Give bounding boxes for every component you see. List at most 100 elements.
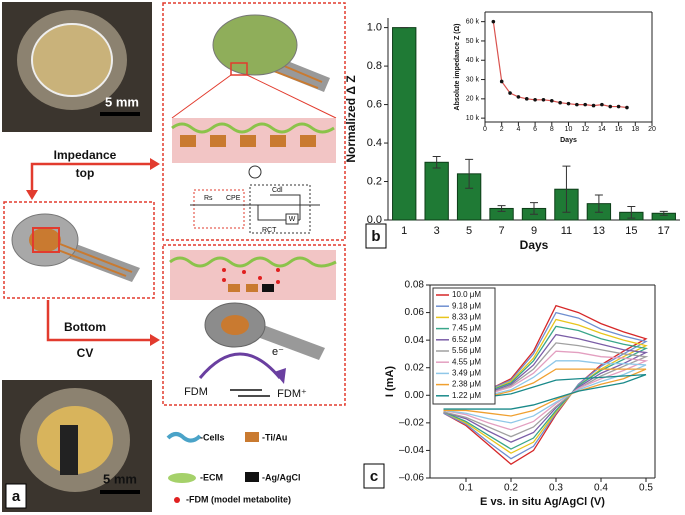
y-tick-label: 0.4 bbox=[367, 137, 382, 149]
x-tick-label: 6 bbox=[533, 126, 537, 133]
data-point bbox=[524, 97, 529, 101]
legend-label: 7.45 μM bbox=[452, 324, 481, 333]
x-tick-label: 1 bbox=[401, 225, 407, 237]
x-tick-label: 9 bbox=[531, 225, 537, 237]
y-tick-label: 30 k bbox=[466, 76, 480, 83]
x-axis-label: E vs. in situ Ag/AgCl (V) bbox=[480, 496, 605, 508]
fdm-label: FDM bbox=[184, 386, 208, 398]
y-tick-label: 40 k bbox=[466, 57, 480, 64]
scale-label: 5 mm bbox=[103, 471, 137, 486]
cv-label: CV bbox=[77, 346, 94, 360]
data-point bbox=[491, 19, 496, 24]
error-bar bbox=[627, 206, 636, 219]
data-line bbox=[443, 318, 648, 454]
legend-label: 1.22 μM bbox=[452, 391, 481, 400]
panel-label-box bbox=[363, 463, 385, 489]
pad bbox=[262, 284, 274, 292]
arrow bbox=[30, 162, 150, 192]
data-line bbox=[443, 342, 649, 438]
panel-label-box bbox=[5, 483, 27, 509]
legend-label: 9.18 μM bbox=[452, 301, 481, 310]
ecm-layer bbox=[171, 122, 335, 134]
x-tick-label: 2 bbox=[500, 126, 504, 133]
legend-text: -Ag/AgCl bbox=[262, 472, 301, 482]
x-tick-label: 20 bbox=[648, 126, 656, 133]
y-tick-label: 60 k bbox=[466, 18, 480, 25]
error-bar bbox=[530, 202, 538, 215]
x-axis-label: Days bbox=[560, 137, 577, 144]
y-tick-label: 10 k bbox=[466, 115, 480, 122]
x-tick-label: 0.4 bbox=[594, 483, 608, 494]
circuit-label: CPE bbox=[226, 195, 241, 202]
error-bar bbox=[432, 156, 441, 169]
photo-electrode bbox=[31, 23, 113, 97]
data-point bbox=[583, 102, 587, 107]
device-electrode bbox=[29, 228, 61, 252]
zoom-box bbox=[230, 62, 248, 76]
x-tick-label: 14 bbox=[598, 126, 606, 133]
zoom-box bbox=[32, 227, 60, 253]
bar bbox=[424, 161, 449, 221]
legend-label: 5.56 μM bbox=[452, 346, 481, 355]
chart: 10 k 20 k 30 k 40 k 50 k 60 k 0 2 4 6 8 10 12 14 16 18 2… bbox=[447, 4, 664, 150]
data-line bbox=[443, 373, 647, 410]
x-tick-label: 13 bbox=[593, 225, 605, 237]
circuit-label: Cdl bbox=[272, 187, 283, 194]
legend-text: -Cells bbox=[200, 432, 225, 442]
schematic-box bbox=[162, 244, 346, 406]
error-bar bbox=[562, 165, 571, 213]
y-tick-label: 1.0 bbox=[367, 22, 382, 34]
data-point bbox=[516, 95, 521, 99]
y-tick-label: 0.02 bbox=[405, 362, 425, 373]
x-tick-label: 4 bbox=[516, 126, 520, 133]
scale-bar bbox=[100, 112, 140, 116]
data-line bbox=[443, 350, 649, 431]
data-point bbox=[625, 105, 629, 110]
fdm-dots bbox=[222, 268, 280, 284]
legend-label: 10.0 μM bbox=[452, 290, 481, 299]
legend-label: 8.33 μM bbox=[452, 313, 481, 322]
legend-text: -FDM (model metabolite) bbox=[186, 494, 291, 504]
y-tick-label: –0.04 bbox=[399, 445, 424, 456]
equilibrium bbox=[230, 389, 270, 397]
fdm-plus-label: FDM⁺ bbox=[277, 388, 307, 400]
x-tick-label: 3 bbox=[434, 225, 440, 237]
x-tick-label: 12 bbox=[581, 126, 589, 133]
legend-label: 4.55 μM bbox=[452, 357, 481, 366]
x-tick-label: 17 bbox=[658, 225, 670, 237]
bottom-label: Bottom bbox=[64, 320, 106, 334]
panel-label: a bbox=[12, 488, 21, 505]
error-bar bbox=[465, 158, 474, 189]
data-point bbox=[591, 103, 596, 108]
bar bbox=[392, 27, 417, 221]
panel-label: c bbox=[370, 468, 378, 485]
circuit-label: Rs bbox=[204, 195, 213, 202]
data-line bbox=[443, 325, 649, 450]
x-tick-label: 18 bbox=[631, 126, 639, 133]
pad bbox=[246, 284, 258, 292]
circuit-box bbox=[249, 184, 311, 234]
data-point bbox=[616, 104, 621, 109]
data-point bbox=[541, 98, 546, 102]
cross-section bbox=[170, 250, 336, 300]
x-tick-label: 10 bbox=[565, 126, 573, 133]
data-line bbox=[443, 360, 647, 424]
data-line bbox=[443, 304, 648, 466]
legend-icon bbox=[245, 472, 259, 482]
data-point bbox=[575, 102, 579, 107]
impedance-label: Impedance bbox=[54, 148, 117, 162]
zoom-line bbox=[171, 74, 337, 119]
x-tick-label: 5 bbox=[466, 225, 472, 237]
circuit-box bbox=[193, 189, 245, 229]
data-point bbox=[600, 102, 604, 107]
legend-text: -Ti/Au bbox=[262, 432, 287, 442]
device-box bbox=[3, 201, 155, 299]
data-line bbox=[443, 368, 647, 417]
ecm-layer bbox=[169, 256, 337, 268]
panel-a: 5 mm Impedance top Bottom CV 5 mm a bbox=[2, 2, 160, 512]
data-point bbox=[558, 100, 562, 105]
data-point bbox=[533, 98, 537, 102]
y-tick-label: –0.06 bbox=[399, 473, 424, 484]
y-tick-label: 20 k bbox=[466, 96, 480, 103]
legend-icon bbox=[174, 497, 180, 503]
